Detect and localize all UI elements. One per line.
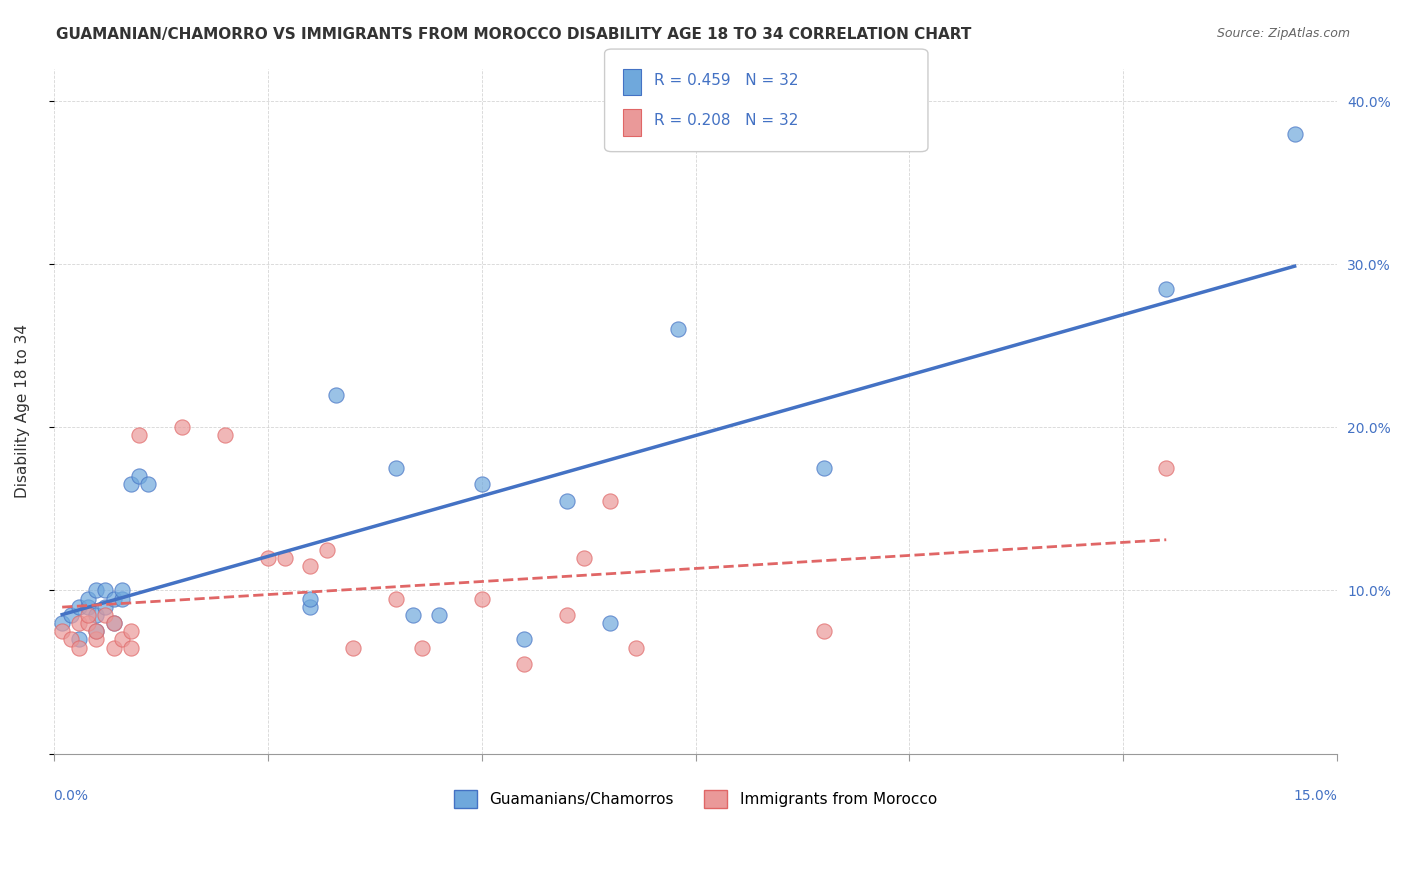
Point: [120, 624, 142, 639]
Point: [574, 550, 596, 565]
Point: [385, 461, 408, 475]
Point: [76, 615, 98, 630]
Point: [103, 640, 125, 655]
Point: [120, 640, 142, 655]
Point: [470, 591, 492, 606]
Point: [1154, 461, 1177, 475]
Point: [67, 640, 90, 655]
Point: [128, 428, 150, 442]
Point: [76, 591, 98, 606]
Point: [666, 322, 689, 336]
Point: [86, 632, 108, 647]
Point: [813, 624, 835, 639]
Point: [94, 599, 117, 614]
Point: [599, 493, 621, 508]
Point: [111, 583, 134, 598]
Point: [299, 558, 322, 573]
Point: [385, 591, 408, 606]
Point: [103, 615, 125, 630]
Point: [67, 599, 90, 614]
Point: [120, 477, 142, 491]
Point: [170, 420, 193, 434]
Point: [59, 632, 82, 647]
Point: [555, 493, 578, 508]
Point: [86, 624, 108, 639]
Point: [513, 657, 536, 671]
Point: [103, 615, 125, 630]
Point: [103, 591, 125, 606]
Point: [273, 550, 295, 565]
Point: [402, 607, 425, 622]
Y-axis label: Disability Age 18 to 34: Disability Age 18 to 34: [15, 324, 30, 498]
Text: Source: ZipAtlas.com: Source: ZipAtlas.com: [1216, 27, 1350, 40]
Point: [76, 607, 98, 622]
Point: [411, 640, 433, 655]
Text: 15.0%: 15.0%: [1294, 789, 1337, 803]
Point: [67, 615, 90, 630]
Text: R = 0.208   N = 32: R = 0.208 N = 32: [654, 113, 799, 128]
Point: [599, 615, 621, 630]
Text: R = 0.459   N = 32: R = 0.459 N = 32: [654, 73, 799, 87]
Point: [325, 387, 347, 401]
Point: [427, 607, 450, 622]
Point: [86, 583, 108, 598]
Point: [67, 632, 90, 647]
Point: [513, 632, 536, 647]
Point: [51, 615, 73, 630]
Point: [470, 477, 492, 491]
Point: [256, 550, 278, 565]
Point: [59, 607, 82, 622]
Point: [555, 607, 578, 622]
Point: [214, 428, 236, 442]
Point: [86, 607, 108, 622]
Point: [86, 624, 108, 639]
Point: [1284, 127, 1306, 141]
Point: [342, 640, 364, 655]
Point: [624, 640, 647, 655]
Point: [76, 599, 98, 614]
Point: [813, 461, 835, 475]
Point: [316, 542, 339, 557]
Text: GUAMANIAN/CHAMORRO VS IMMIGRANTS FROM MOROCCO DISABILITY AGE 18 TO 34 CORRELATIO: GUAMANIAN/CHAMORRO VS IMMIGRANTS FROM MO…: [56, 27, 972, 42]
Point: [111, 632, 134, 647]
Point: [136, 477, 159, 491]
Point: [111, 591, 134, 606]
Point: [94, 607, 117, 622]
Point: [299, 599, 322, 614]
Point: [128, 469, 150, 483]
Point: [1154, 282, 1177, 296]
Point: [94, 583, 117, 598]
Legend: Guamanians/Chamorros, Immigrants from Morocco: Guamanians/Chamorros, Immigrants from Mo…: [449, 783, 943, 814]
Text: 0.0%: 0.0%: [53, 789, 89, 803]
Point: [51, 624, 73, 639]
Point: [299, 591, 322, 606]
